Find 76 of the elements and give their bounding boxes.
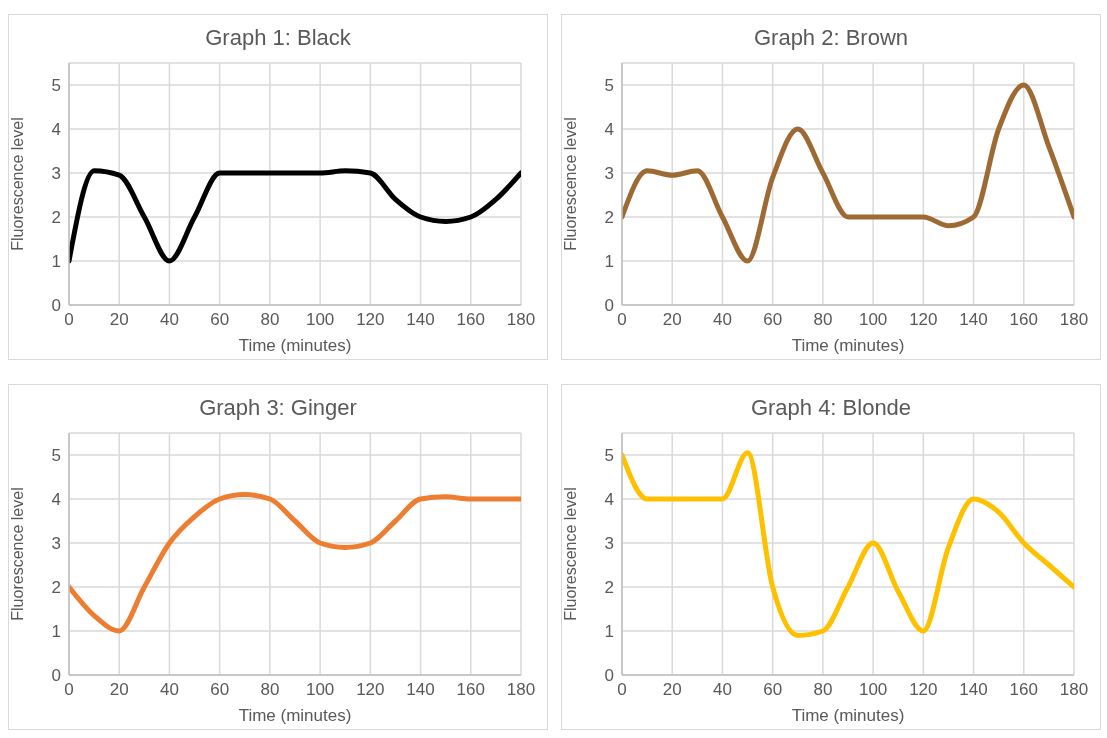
x-axis-title: Time (minutes) xyxy=(238,706,352,725)
x-tick-label: 60 xyxy=(210,680,230,700)
x-tick-label: 160 xyxy=(456,680,485,700)
y-tick-label: 3 xyxy=(604,534,614,554)
x-tick-label: 0 xyxy=(64,310,74,330)
y-tick-label: 0 xyxy=(604,666,614,686)
y-tick-label: 0 xyxy=(604,296,614,316)
x-tick-label: 120 xyxy=(356,310,385,330)
y-axis-title: Fluorescence level xyxy=(8,487,26,621)
x-tick-label: 100 xyxy=(305,680,335,700)
x-tick-label: 140 xyxy=(959,680,988,700)
x-tick-label: 100 xyxy=(858,680,888,700)
x-tick-label: 20 xyxy=(662,310,682,330)
y-tick-label: 3 xyxy=(51,164,61,184)
x-tick-label: 140 xyxy=(406,310,435,330)
x-axis-title: Time (minutes) xyxy=(791,336,905,355)
x-tick-label: 120 xyxy=(909,680,938,700)
x-tick-label: 140 xyxy=(406,680,435,700)
x-tick-label: 80 xyxy=(260,680,280,700)
x-tick-label: 0 xyxy=(617,310,627,330)
x-tick-label: 100 xyxy=(858,310,888,330)
y-tick-label: 2 xyxy=(604,578,614,598)
x-tick-label: 0 xyxy=(64,680,74,700)
x-tick-label: 180 xyxy=(1059,680,1089,700)
y-tick-label: 1 xyxy=(604,252,614,272)
x-tick-label: 160 xyxy=(1009,680,1038,700)
chart-title: Graph 2: Brown xyxy=(752,25,910,52)
y-tick-label: 4 xyxy=(604,490,614,510)
x-tick-label: 180 xyxy=(506,310,536,330)
y-tick-label: 2 xyxy=(51,208,61,228)
y-tick-label: 1 xyxy=(604,622,614,642)
y-tick-label: 0 xyxy=(51,296,61,316)
x-tick-label: 60 xyxy=(763,680,783,700)
x-tick-label: 80 xyxy=(813,310,833,330)
x-tick-label: 140 xyxy=(959,310,988,330)
x-tick-label: 40 xyxy=(712,680,732,700)
y-axis-title: Fluorescence level xyxy=(8,117,26,251)
y-tick-label: 4 xyxy=(604,120,614,140)
x-tick-label: 120 xyxy=(356,680,385,700)
y-tick-label: 4 xyxy=(51,120,61,140)
y-axis-title: Fluorescence level xyxy=(561,117,579,251)
x-axis-title: Time (minutes) xyxy=(238,336,352,355)
y-tick-label: 5 xyxy=(51,76,61,96)
y-tick-label: 5 xyxy=(51,446,61,466)
y-tick-label: 1 xyxy=(51,252,61,272)
y-tick-label: 2 xyxy=(51,578,61,598)
x-tick-label: 40 xyxy=(712,310,732,330)
x-tick-label: 100 xyxy=(305,310,335,330)
x-tick-label: 120 xyxy=(909,310,938,330)
x-tick-label: 80 xyxy=(813,680,833,700)
y-axis-title: Fluorescence level xyxy=(561,487,579,621)
x-axis-title: Time (minutes) xyxy=(791,706,905,725)
x-tick-label: 20 xyxy=(662,680,682,700)
x-tick-label: 60 xyxy=(763,310,783,330)
x-tick-label: 40 xyxy=(159,680,179,700)
x-tick-label: 20 xyxy=(109,680,129,700)
y-tick-label: 0 xyxy=(51,666,61,686)
y-tick-label: 5 xyxy=(604,446,614,466)
x-tick-label: 160 xyxy=(456,310,485,330)
y-tick-label: 1 xyxy=(51,622,61,642)
x-tick-label: 180 xyxy=(506,680,536,700)
x-tick-label: 40 xyxy=(159,310,179,330)
y-tick-label: 3 xyxy=(51,534,61,554)
x-tick-label: 0 xyxy=(617,680,627,700)
x-tick-label: 60 xyxy=(210,310,230,330)
x-tick-label: 80 xyxy=(260,310,280,330)
x-tick-label: 180 xyxy=(1059,310,1089,330)
chart-title: Graph 3: Ginger xyxy=(198,395,358,422)
y-tick-label: 5 xyxy=(604,76,614,96)
x-tick-label: 20 xyxy=(109,310,129,330)
chart-title: Graph 4: Blonde xyxy=(749,395,913,422)
y-tick-label: 2 xyxy=(604,208,614,228)
y-tick-label: 4 xyxy=(51,490,61,510)
chart-title: Graph 1: Black xyxy=(204,25,352,52)
y-tick-label: 3 xyxy=(604,164,614,184)
x-tick-label: 160 xyxy=(1009,310,1038,330)
